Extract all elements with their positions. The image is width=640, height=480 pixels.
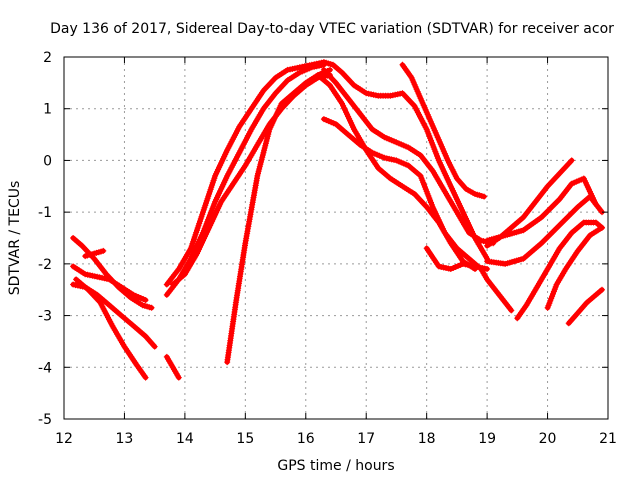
series-arc-c2 [163, 61, 327, 298]
y-tick-labels: 2 1 0 -1 -2 -3 -4 -5 [38, 50, 52, 428]
series-arc-a2 [70, 263, 149, 304]
series-arc-a4 [73, 276, 149, 381]
y-tick-label: 1 [43, 102, 52, 118]
x-tick-label: 13 [116, 431, 134, 447]
y-tick-label: -5 [38, 412, 52, 428]
y-tick-label: -3 [38, 309, 52, 325]
plot-frame [63, 56, 609, 420]
x-tick-label: 14 [176, 431, 194, 447]
x-tick-label: 19 [478, 431, 496, 447]
x-tick-label: 21 [599, 431, 617, 447]
x-tick-label: 16 [297, 431, 315, 447]
series-arc-d5 [399, 61, 488, 200]
series-arc-a5 [82, 247, 107, 260]
x-tick-label: 15 [236, 431, 254, 447]
y-tick-label: -1 [38, 205, 52, 221]
x-axis-label: GPS time / hours [277, 458, 394, 474]
y-tick-label: -4 [38, 360, 52, 376]
series-layer [70, 59, 605, 381]
x-tick-label: 17 [357, 431, 375, 447]
x-tick-label: 18 [418, 431, 436, 447]
chart-title: Day 136 of 2017, Sidereal Day-to-day VTE… [50, 21, 614, 37]
x-tick-label: 12 [55, 431, 73, 447]
x-tick-label: 20 [539, 431, 557, 447]
axis-ticks [63, 56, 609, 420]
series-arc-d2 [320, 66, 497, 247]
x-tick-labels: 12 13 14 15 16 17 18 19 20 21 [55, 431, 617, 447]
series-arc-c1 [163, 59, 327, 288]
series-arc-e4 [514, 219, 605, 322]
series-arc-e3 [484, 193, 605, 267]
series-arc-c4 [224, 66, 333, 366]
series-arc-e6 [565, 286, 605, 327]
y-tick-label: -2 [38, 257, 52, 273]
series-arc-e2 [484, 175, 599, 244]
y-tick-label: 2 [43, 50, 52, 66]
series-arc-b1 [163, 353, 182, 381]
series-arc-e5 [544, 224, 605, 311]
series-arc-d6 [423, 245, 491, 272]
y-tick-label: 0 [43, 153, 52, 169]
y-axis-label: SDTVAR / TECUs [7, 181, 23, 296]
